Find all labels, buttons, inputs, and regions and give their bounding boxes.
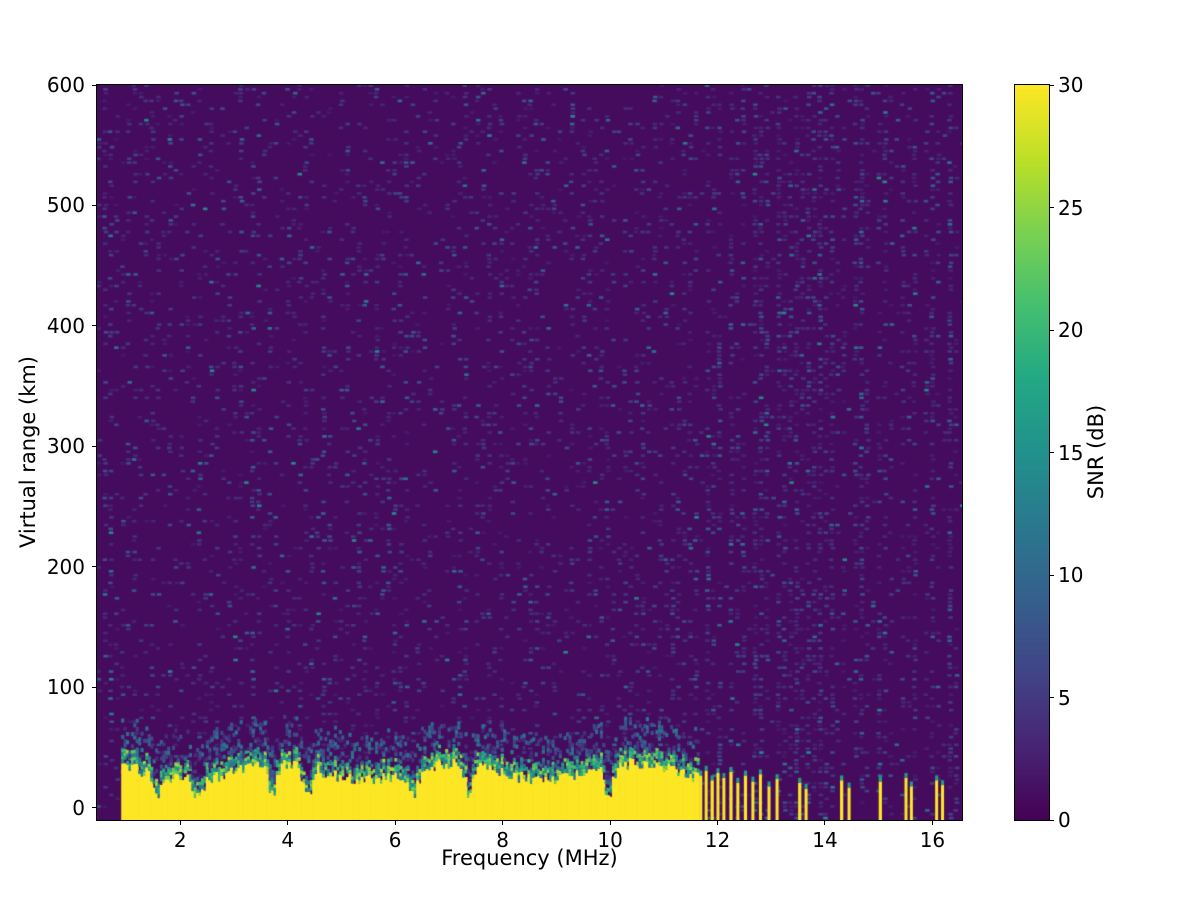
colorbar-tick-label: 15 bbox=[1058, 440, 1084, 465]
colorbar-tick-mark bbox=[1049, 452, 1054, 453]
y-tick-label: 400 bbox=[46, 313, 85, 338]
colorbar-tick-label: 0 bbox=[1058, 808, 1071, 832]
colorbar-tick-label: 25 bbox=[1058, 195, 1084, 220]
y-tick-mark bbox=[92, 807, 97, 809]
x-tick-label: 2 bbox=[173, 828, 187, 852]
x-tick-mark bbox=[609, 820, 611, 825]
y-tick-label: 0 bbox=[72, 795, 85, 820]
y-tick-label: 200 bbox=[46, 554, 85, 579]
colorbar-tick-label: 10 bbox=[1058, 563, 1084, 587]
y-tick-label: 100 bbox=[46, 675, 85, 700]
y-tick-mark bbox=[92, 686, 97, 688]
x-tick-label: 4 bbox=[281, 828, 295, 852]
x-tick-label: 12 bbox=[704, 828, 731, 852]
x-tick-mark bbox=[287, 820, 289, 825]
colorbar-tick-mark bbox=[1049, 574, 1054, 576]
x-tick-mark bbox=[824, 820, 826, 825]
colorbar-tick-label: 5 bbox=[1058, 685, 1071, 710]
colorbar-tick-mark bbox=[1049, 329, 1054, 331]
x-axis-label: Frequency (MHz) bbox=[441, 846, 618, 870]
x-tick-label: 16 bbox=[919, 828, 946, 852]
colorbar-tick-label: 30 bbox=[1058, 73, 1084, 97]
x-tick-label: 10 bbox=[597, 828, 623, 852]
ionogram-heatmap-canvas bbox=[97, 85, 962, 820]
colorbar-label: SNR (dB) bbox=[1084, 404, 1108, 500]
x-tick-label: 14 bbox=[812, 828, 838, 852]
colorbar-tick-mark bbox=[1049, 819, 1054, 821]
y-tick-label: 500 bbox=[46, 193, 85, 218]
x-tick-mark bbox=[931, 820, 933, 825]
y-tick-label: 600 bbox=[46, 73, 85, 97]
y-tick-label: 300 bbox=[46, 434, 85, 459]
x-tick-mark bbox=[179, 820, 181, 825]
x-tick-label: 6 bbox=[388, 828, 402, 852]
colorbar-tick-mark bbox=[1049, 207, 1054, 208]
colorbar-tick-mark bbox=[1049, 84, 1054, 86]
x-tick-label: 8 bbox=[496, 828, 509, 852]
y-tick-mark bbox=[92, 204, 97, 206]
y-axis-label: Virtual range (km) bbox=[16, 355, 40, 549]
y-tick-mark bbox=[92, 84, 97, 86]
colorbar-canvas bbox=[1015, 85, 1049, 820]
y-tick-mark bbox=[92, 566, 97, 568]
x-tick-mark bbox=[502, 820, 504, 825]
x-tick-mark bbox=[717, 820, 719, 825]
y-tick-mark bbox=[92, 325, 97, 327]
x-tick-mark bbox=[394, 820, 396, 825]
colorbar-tick-label: 20 bbox=[1058, 318, 1084, 342]
y-tick-mark bbox=[92, 445, 97, 447]
colorbar-tick-mark bbox=[1049, 697, 1054, 698]
